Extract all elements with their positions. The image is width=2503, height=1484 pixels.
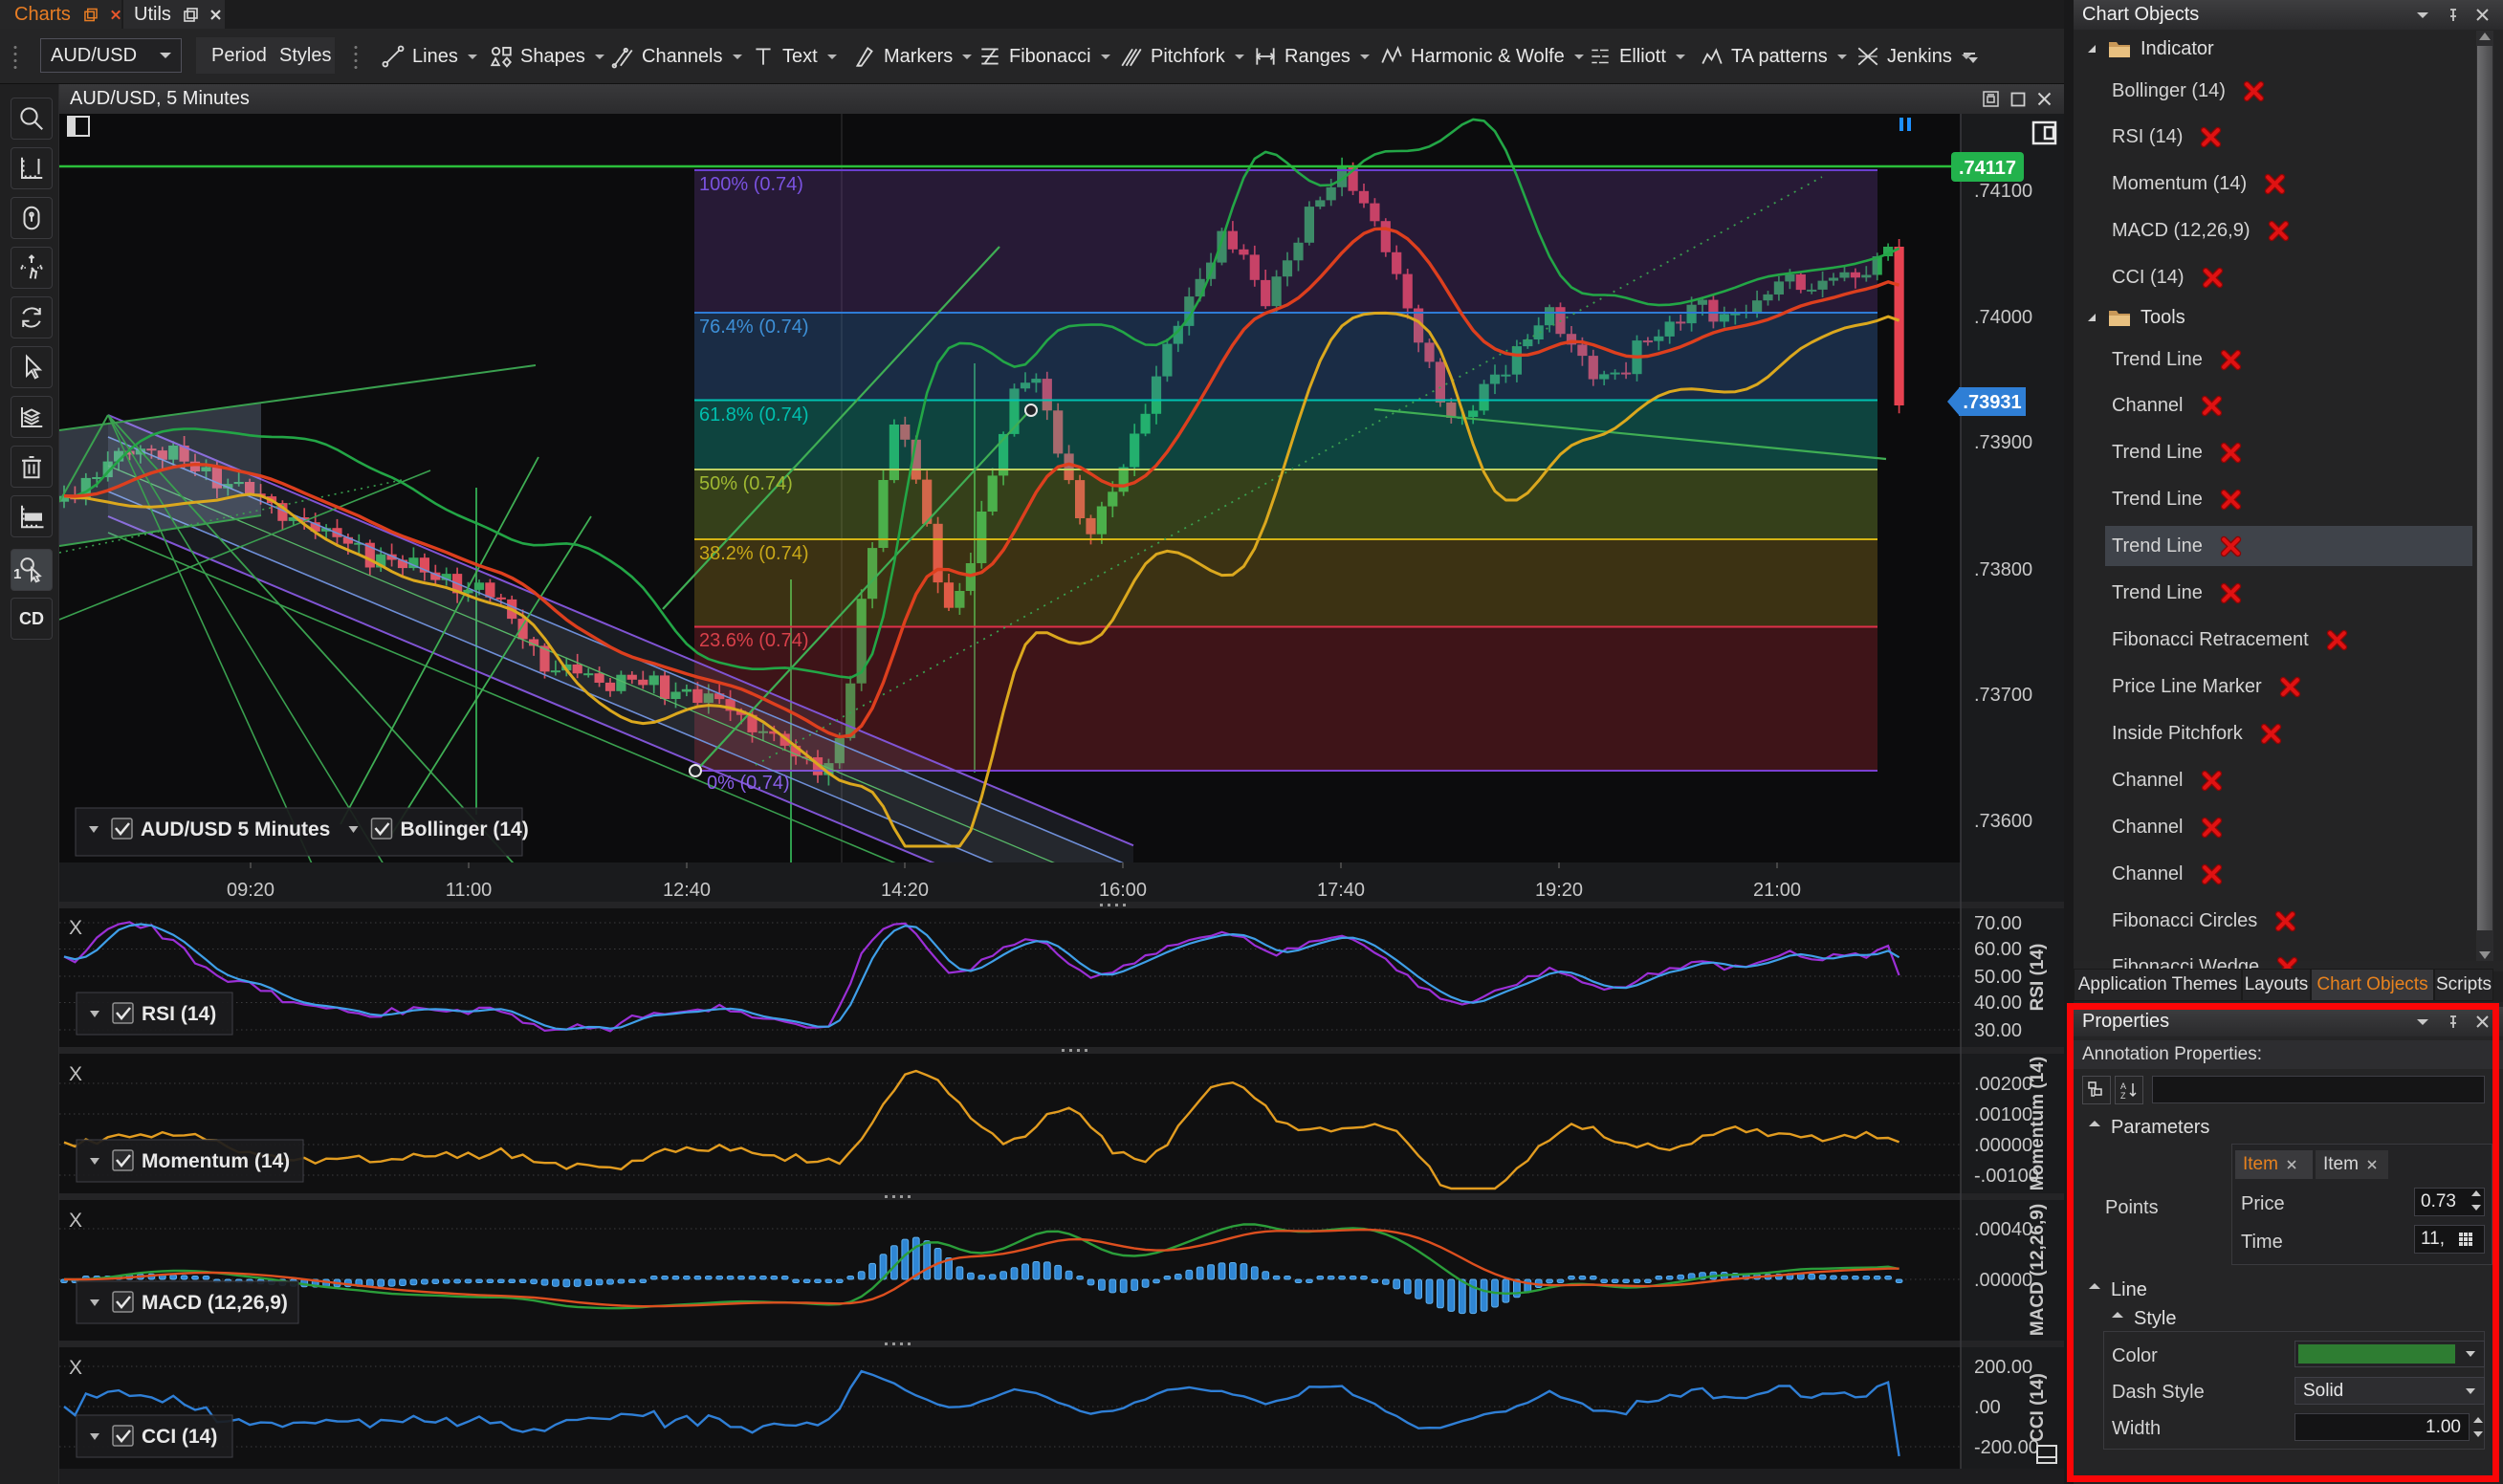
svg-text:11:00: 11:00: [446, 880, 493, 901]
svg-text:.00: .00: [1974, 1397, 2001, 1418]
svg-text:19:20: 19:20: [1535, 880, 1583, 901]
svg-text:X: X: [69, 1210, 82, 1232]
svg-text:CCI (14): CCI (14): [142, 1426, 217, 1448]
svg-text:X: X: [69, 917, 82, 939]
svg-text:50.00: 50.00: [1974, 967, 2022, 988]
svg-text:50% (0.74): 50% (0.74): [699, 473, 793, 494]
svg-text:100% (0.74): 100% (0.74): [699, 174, 803, 195]
svg-text:.00100: .00100: [1974, 1104, 2032, 1125]
svg-text:76.4% (0.74): 76.4% (0.74): [699, 316, 809, 338]
svg-text:.00000: .00000: [1974, 1135, 2032, 1156]
svg-text:14:20: 14:20: [881, 880, 929, 901]
svg-text:Bollinger (14): Bollinger (14): [401, 818, 529, 840]
svg-text:61.8% (0.74): 61.8% (0.74): [699, 404, 809, 426]
svg-text:.73600: .73600: [1974, 811, 2032, 832]
svg-text:-200.00: -200.00: [1974, 1437, 2039, 1458]
svg-text:38.2% (0.74): 38.2% (0.74): [699, 543, 809, 564]
svg-text:.74117: .74117: [1959, 158, 2016, 179]
svg-text:09:20: 09:20: [227, 880, 274, 901]
svg-text:Momentum (14): Momentum (14): [142, 1150, 290, 1172]
svg-text:0% (0.74): 0% (0.74): [707, 773, 790, 794]
svg-text:.73700: .73700: [1974, 685, 2032, 706]
svg-text:.73800: .73800: [1974, 559, 2032, 580]
svg-text:AUD/USD 5 Minutes: AUD/USD 5 Minutes: [141, 818, 330, 840]
svg-text:Momentum (14): Momentum (14): [2028, 1057, 2048, 1190]
svg-text:17:40: 17:40: [1317, 880, 1365, 901]
svg-text:X: X: [69, 1357, 82, 1379]
svg-text:.73900: .73900: [1974, 432, 2032, 453]
svg-text:RSI (14): RSI (14): [2028, 944, 2048, 1012]
svg-text:.00040: .00040: [1974, 1219, 2032, 1240]
svg-text:.00200: .00200: [1974, 1074, 2032, 1095]
svg-text:RSI (14): RSI (14): [142, 1003, 216, 1025]
svg-text:16:00: 16:00: [1099, 880, 1147, 901]
svg-text:CCI (14): CCI (14): [2028, 1373, 2048, 1442]
svg-text:40.00: 40.00: [1974, 993, 2022, 1014]
svg-text:Z: Z: [2120, 1091, 2126, 1100]
svg-text:60.00: 60.00: [1974, 939, 2022, 960]
svg-text:X: X: [69, 1063, 82, 1085]
svg-text:21:00: 21:00: [1753, 880, 1801, 901]
svg-text:23.6% (0.74): 23.6% (0.74): [699, 630, 809, 651]
svg-text:70.00: 70.00: [1974, 913, 2022, 934]
svg-text:MACD (12,26,9): MACD (12,26,9): [2028, 1204, 2048, 1336]
svg-text:-.00100: -.00100: [1974, 1166, 2039, 1187]
svg-text:200.00: 200.00: [1974, 1357, 2032, 1378]
svg-text:30.00: 30.00: [1974, 1020, 2022, 1041]
svg-text:.73931: .73931: [1963, 392, 2021, 413]
svg-text:.74000: .74000: [1974, 307, 2032, 328]
svg-text:A: A: [2120, 1081, 2126, 1091]
svg-text:.74100: .74100: [1974, 181, 2032, 202]
svg-text:12:40: 12:40: [663, 880, 711, 901]
svg-text:.00000: .00000: [1974, 1270, 2032, 1291]
svg-text:MACD (12,26,9): MACD (12,26,9): [142, 1292, 288, 1314]
